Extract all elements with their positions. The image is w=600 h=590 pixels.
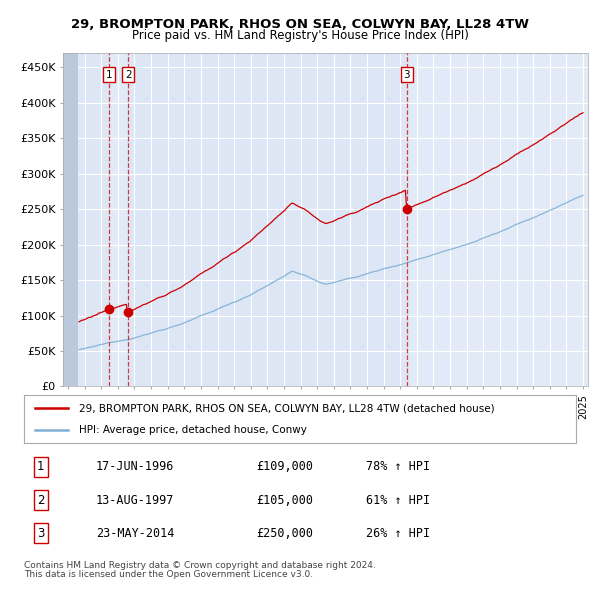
Text: HPI: Average price, detached house, Conwy: HPI: Average price, detached house, Conw… [79, 425, 307, 435]
Bar [109, 53, 128, 386]
Text: 23-MAY-2014: 23-MAY-2014 [96, 526, 174, 540]
Text: 78% ↑ HPI: 78% ↑ HPI [366, 460, 430, 474]
Text: £250,000: £250,000 [256, 526, 313, 540]
Text: This data is licensed under the Open Government Licence v3.0.: This data is licensed under the Open Gov… [24, 570, 313, 579]
Text: Contains HM Land Registry data © Crown copyright and database right 2024.: Contains HM Land Registry data © Crown c… [24, 560, 376, 569]
Text: 3: 3 [403, 70, 410, 80]
Text: 1: 1 [37, 460, 44, 474]
Text: 29, BROMPTON PARK, RHOS ON SEA, COLWYN BAY, LL28 4TW (detached house): 29, BROMPTON PARK, RHOS ON SEA, COLWYN B… [79, 403, 495, 413]
Text: 13-AUG-1997: 13-AUG-1997 [96, 493, 174, 507]
Text: 3: 3 [37, 526, 44, 540]
Text: 61% ↑ HPI: 61% ↑ HPI [366, 493, 430, 507]
Text: 2: 2 [125, 70, 131, 80]
Text: 29, BROMPTON PARK, RHOS ON SEA, COLWYN BAY, LL28 4TW: 29, BROMPTON PARK, RHOS ON SEA, COLWYN B… [71, 18, 529, 31]
Text: £109,000: £109,000 [256, 460, 313, 474]
Text: Price paid vs. HM Land Registry's House Price Index (HPI): Price paid vs. HM Land Registry's House … [131, 30, 469, 42]
Bar [407, 53, 588, 386]
Text: 26% ↑ HPI: 26% ↑ HPI [366, 526, 430, 540]
Text: £105,000: £105,000 [256, 493, 313, 507]
Bar [63, 53, 78, 386]
Text: 2: 2 [37, 493, 44, 507]
Text: 17-JUN-1996: 17-JUN-1996 [96, 460, 174, 474]
Text: 1: 1 [106, 70, 112, 80]
